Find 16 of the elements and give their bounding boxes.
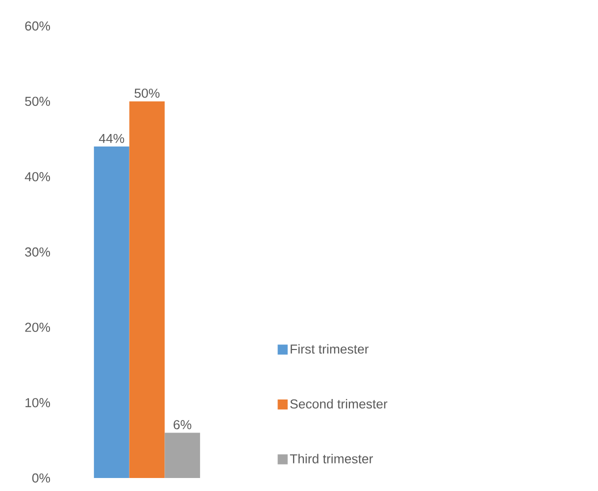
bar (129, 101, 165, 478)
y-tick-label: 30% (25, 247, 50, 257)
data-label: 44% (98, 134, 124, 144)
y-tick-label: 50% (25, 96, 50, 106)
legend-label: Third trimester (290, 454, 373, 464)
y-tick-label: 20% (25, 322, 50, 332)
y-tick-label: 10% (26, 398, 50, 408)
y-tick-label: 40% (24, 172, 50, 182)
y-tick-label: 60% (25, 21, 50, 31)
data-label: 50% (134, 88, 160, 98)
bar (94, 146, 130, 478)
y-tick-label: 0% (32, 473, 50, 483)
legend-label: First trimester (290, 344, 369, 354)
bar (164, 432, 200, 478)
legend-label: Second trimester (290, 399, 388, 409)
data-label: 6% (174, 420, 192, 430)
